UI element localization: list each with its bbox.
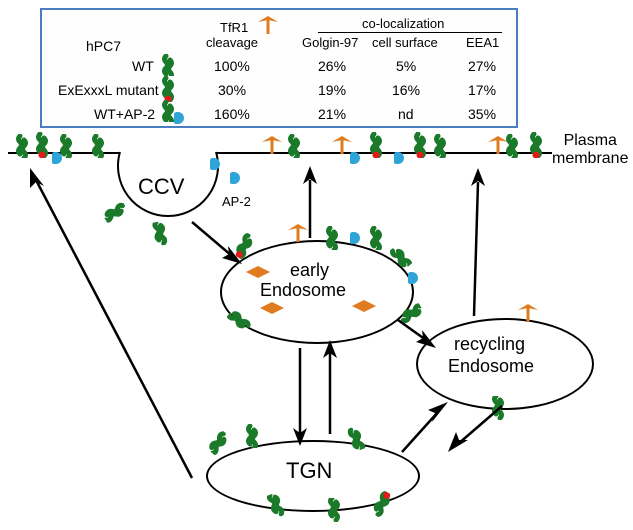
- row1-surface: 16%: [392, 82, 420, 98]
- hdr-eea1: EEA1: [466, 35, 499, 50]
- ap2-icon: [174, 112, 186, 124]
- tgn-green-5: [324, 498, 340, 522]
- hdr-coloc: co-localization: [362, 16, 444, 31]
- plasma-membrane-label: Plasma membrane: [552, 132, 628, 168]
- early-endosome-label1: early: [290, 260, 329, 281]
- ccv-ap2-1: [210, 158, 222, 170]
- row2-name: WT+AP-2: [94, 106, 155, 122]
- tgn-green-2: [246, 424, 262, 448]
- re-tfr-1: [518, 304, 538, 322]
- row1-eea1: 17%: [468, 82, 496, 98]
- row2-cleav: 160%: [214, 106, 250, 122]
- ee-tfr-1: [288, 224, 308, 242]
- ap2-label: AP-2: [222, 194, 251, 209]
- row2-golgin: 21%: [318, 106, 346, 122]
- ee-diamond-3: [352, 300, 376, 312]
- coloc-underline: [318, 32, 502, 33]
- hdr-cleavage: cleavage: [206, 35, 258, 50]
- row0-surface: 5%: [396, 58, 416, 74]
- row0-eea1: 27%: [468, 58, 496, 74]
- hdr-hpc7: hPC7: [86, 38, 121, 54]
- membrane-green-3: [92, 134, 108, 158]
- row1-golgin: 19%: [318, 82, 346, 98]
- membrane-tfr-1: [262, 136, 282, 154]
- membrane-ap2-3: [394, 152, 406, 164]
- free-ap2: [230, 172, 242, 184]
- row1-name: ExExxxL mutant: [58, 82, 159, 98]
- membrane-green-1: [16, 134, 32, 158]
- ee-green-1: [326, 226, 342, 250]
- ee-ap2-1: [350, 232, 362, 244]
- row1-cleav: 30%: [218, 82, 246, 98]
- tgn-label: TGN: [286, 458, 332, 484]
- recycling-label2: Endosome: [448, 356, 534, 377]
- membrane-mut-2: [370, 132, 386, 158]
- row2-eea1: 35%: [468, 106, 496, 122]
- membrane-green-2: [60, 134, 76, 158]
- membrane-tfr-2: [332, 136, 352, 154]
- membrane-mut-3: [414, 132, 430, 158]
- wt-icon: [162, 54, 178, 76]
- hdr-surface: cell surface: [372, 35, 438, 50]
- membrane-tfr-3: [488, 136, 508, 154]
- membrane-green-5: [434, 134, 450, 158]
- row0-cleav: 100%: [214, 58, 250, 74]
- hdr-golgin: Golgin-97: [302, 35, 358, 50]
- row2-surface: nd: [398, 106, 414, 122]
- ee-ap2-2: [408, 272, 420, 284]
- membrane-mut-4: [530, 132, 546, 158]
- ccv-label: CCV: [138, 174, 184, 200]
- tfr-icon: [258, 16, 278, 34]
- hdr-tfr1: TfR1: [220, 20, 248, 35]
- membrane-mut-1: [36, 132, 52, 158]
- ee-diamond-2: [260, 302, 284, 314]
- pm-line1: Plasma membrane: [552, 132, 628, 167]
- ee-green-2: [370, 226, 386, 250]
- membrane-ap2-2: [350, 152, 362, 164]
- early-endosome-label2: Endosome: [260, 280, 346, 301]
- row0-name: WT: [132, 58, 154, 74]
- data-table-box: hPC7 TfR1 cleavage co-localization Golgi…: [40, 8, 518, 128]
- membrane-green-6: [506, 134, 522, 158]
- row0-golgin: 26%: [318, 58, 346, 74]
- re-green-1: [488, 396, 504, 420]
- membrane-green-4: [288, 134, 304, 158]
- mutant-icon: [162, 76, 178, 102]
- ee-diamond-1: [246, 266, 270, 278]
- recycling-label1: recycling: [454, 334, 525, 355]
